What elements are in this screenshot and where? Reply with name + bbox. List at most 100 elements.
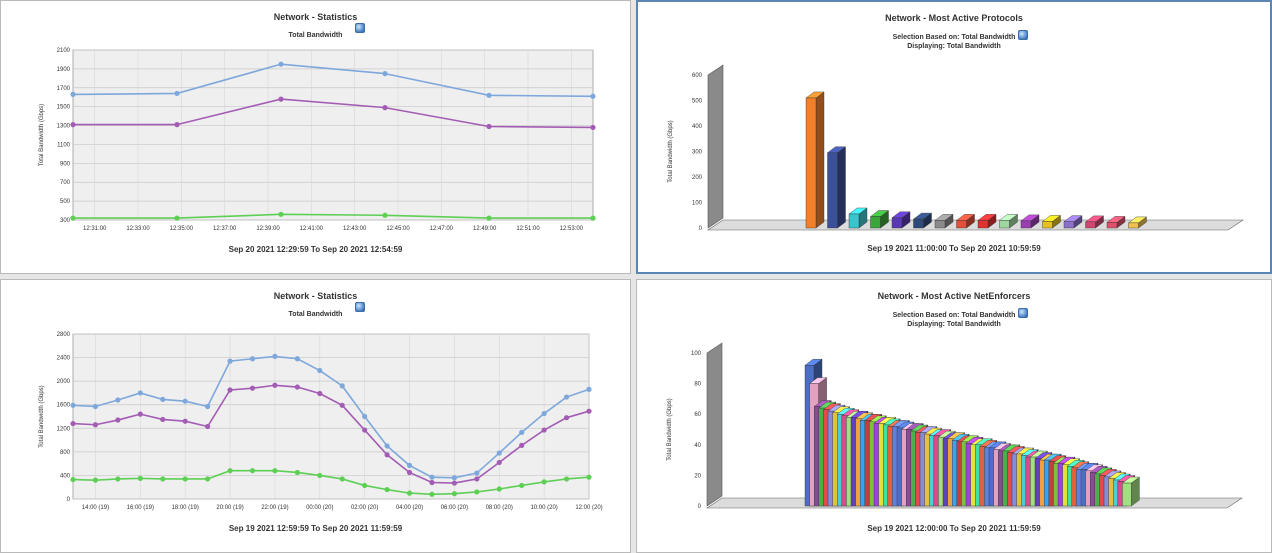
- date-range: Sep 19 2021 12:00:00 To Sep 20 2021 11:5…: [867, 524, 1041, 533]
- data-point: [474, 470, 480, 476]
- y-tick-label: 700: [60, 180, 71, 186]
- bar: [1106, 222, 1118, 229]
- data-point: [160, 416, 166, 423]
- data-point: [406, 469, 413, 476]
- export-globe-icon[interactable]: [1018, 308, 1028, 318]
- data-point: [496, 459, 502, 466]
- y-tick-label: 1600: [57, 403, 71, 409]
- x-tick-label: 12:35:00: [170, 226, 194, 232]
- bar: [1128, 222, 1139, 229]
- data-point: [406, 462, 413, 469]
- x-tick-label: 12:45:00: [386, 226, 410, 232]
- data-point: [590, 215, 596, 221]
- series-line: [72, 384, 590, 484]
- series-line: [72, 469, 590, 496]
- data-point: [586, 408, 592, 414]
- y-tick-label: 300: [60, 218, 71, 224]
- y-axis-label: Total Bandwidth (Gbps): [39, 385, 45, 447]
- y-tick-label: 800: [60, 450, 71, 456]
- export-globe-icon[interactable]: [1018, 30, 1028, 40]
- data-point: [474, 489, 480, 495]
- data-point: [92, 403, 99, 410]
- x-tick-label: 22:00 (19): [261, 505, 288, 511]
- bar: [977, 220, 989, 229]
- data-point: [182, 398, 188, 404]
- x-tick-label: 12:53:00: [560, 226, 584, 232]
- data-point: [70, 420, 76, 427]
- data-point: [160, 396, 166, 403]
- bar: [934, 220, 946, 229]
- data-point: [137, 475, 143, 481]
- data-point: [339, 383, 345, 389]
- x-tick-label: 12:33:00: [126, 226, 150, 232]
- x-tick-label: 02:00 (20): [351, 505, 378, 511]
- y-tick-label: 0: [67, 497, 71, 503]
- data-point: [590, 93, 596, 99]
- panel-network-statistics-1: Network - Statistics Total Bandwidth 300…: [0, 0, 631, 274]
- data-point: [249, 356, 256, 362]
- data-point: [429, 479, 435, 486]
- data-point: [563, 415, 570, 421]
- y-tick-label: 400: [60, 473, 71, 479]
- data-point: [384, 452, 390, 458]
- x-tick-label: 12:37:00: [213, 226, 237, 232]
- data-point: [362, 427, 368, 433]
- floor: [707, 219, 1244, 231]
- data-point: [115, 417, 121, 423]
- bar-chart-protocols: 0 100 200 300 400 500 600 Total Bandwidth (Gbps…: [668, 64, 1244, 232]
- data-point: [382, 71, 388, 77]
- line-chart-1: 300 500 700 900 1100 1300 1500 1700 1900 2100 12:3…: [39, 48, 596, 232]
- data-point: [205, 403, 211, 410]
- y-tick-label: 1700: [57, 86, 71, 92]
- data-point: [70, 215, 76, 221]
- data-point: [137, 411, 143, 417]
- data-point: [70, 91, 76, 97]
- data-point: [496, 450, 502, 456]
- bar-side: [837, 146, 846, 229]
- y-tick-label: 2100: [57, 48, 71, 54]
- series-line: [73, 98, 594, 129]
- data-point: [590, 124, 596, 131]
- bar: [1085, 221, 1096, 229]
- chart-subtitle-displaying: Displaying: Total Bandwidth: [907, 43, 1001, 50]
- series-line: [73, 213, 593, 219]
- data-point: [227, 387, 233, 393]
- data-point: [586, 386, 592, 392]
- data-point: [272, 468, 278, 474]
- data-point: [92, 422, 99, 428]
- bar: [891, 217, 903, 229]
- x-tick-label: 12:41:00: [300, 226, 324, 232]
- data-point: [384, 486, 390, 493]
- x-tick-label: 12:00 (20): [575, 505, 602, 511]
- y-tick-label: 1500: [57, 105, 71, 111]
- export-globe-icon[interactable]: [355, 302, 365, 312]
- x-tick-label: 04:00 (20): [396, 505, 423, 511]
- bar: [956, 220, 967, 229]
- plot-area: [72, 49, 594, 221]
- y-tick-label: 80: [694, 382, 701, 388]
- data-point: [70, 476, 76, 483]
- chart-title: Network - Statistics: [273, 12, 358, 22]
- data-point: [249, 468, 256, 474]
- y-tick-label: 0: [699, 226, 703, 232]
- chart-subtitle: Selection Based on: Total Bandwidth: [892, 34, 1016, 41]
- data-point: [486, 123, 492, 130]
- date-range: Sep 19 2021 12:59:59 To Sep 20 2021 11:5…: [228, 524, 403, 533]
- data-point: [317, 390, 323, 397]
- data-point: [115, 476, 121, 482]
- y-axis-label: Total Bandwidth (Gbps): [668, 120, 674, 182]
- data-point: [249, 385, 256, 391]
- data-point: [519, 429, 525, 436]
- panel-most-active-netenforcers: Network - Most Active NetEnforcers Selec…: [636, 279, 1272, 553]
- export-globe-icon[interactable]: [355, 23, 365, 33]
- y-tick-label: 100: [691, 351, 702, 357]
- x-tick-label: 12:47:00: [430, 226, 454, 232]
- x-tick-label: 12:31:00: [83, 226, 107, 232]
- y-tick-label: 300: [692, 150, 703, 156]
- bar-side: [815, 91, 825, 229]
- data-point: [486, 92, 492, 98]
- data-point: [272, 382, 278, 388]
- data-point: [174, 122, 180, 128]
- y-tick-label: 500: [692, 99, 703, 105]
- panel-most-active-protocols[interactable]: Network - Most Active Protocols Selectio…: [636, 0, 1272, 274]
